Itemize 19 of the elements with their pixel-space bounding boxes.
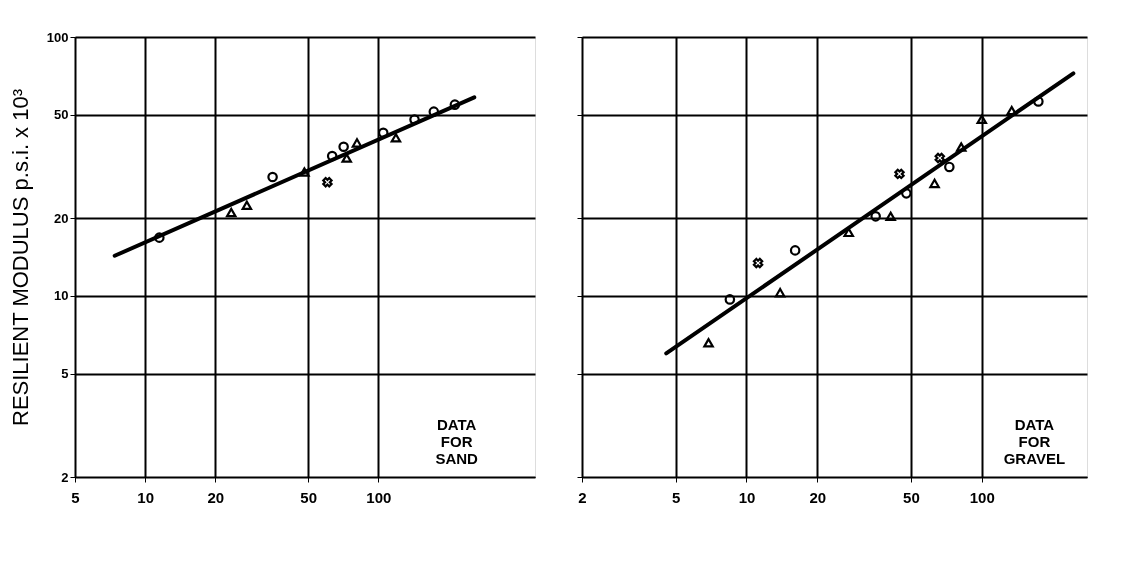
- y-tick-label: 20: [54, 210, 69, 226]
- annotation: DATA FOR GRAVEL: [1003, 416, 1066, 468]
- x-tick-label: 10: [137, 488, 155, 506]
- x-tick-label: 10: [738, 488, 756, 506]
- x-tick-label: 20: [809, 488, 827, 506]
- x-tick-label: 2: [578, 488, 587, 506]
- y-tick-label: 10: [54, 288, 69, 304]
- x-tick-label: 5: [671, 488, 681, 506]
- y-tick-label: 50: [54, 107, 69, 123]
- y-tick-label: 2: [61, 469, 69, 485]
- x-tick-label: 50: [903, 488, 920, 506]
- x-tick-label: 100: [969, 488, 995, 506]
- y-axis-title: RESILIENT MODULUS p.s.i. x 10³: [7, 88, 33, 427]
- y-tick-label: 5: [61, 366, 69, 382]
- x-tick-label: 100: [366, 488, 392, 506]
- y-tick-label: 100: [46, 29, 69, 45]
- x-tick-label: 50: [300, 488, 317, 506]
- annotation: DATA FOR SAND: [435, 416, 479, 468]
- x-tick-label: 20: [207, 488, 225, 506]
